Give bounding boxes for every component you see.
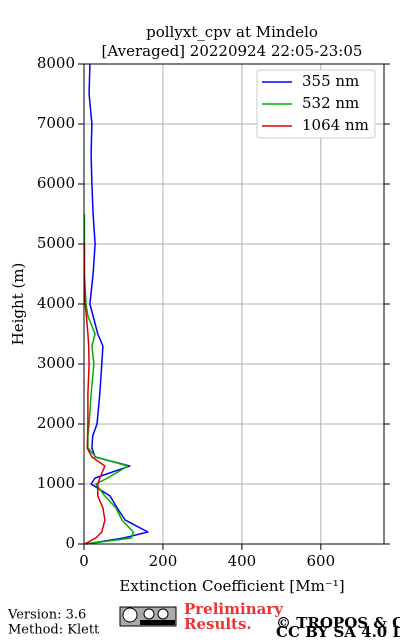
x-tick-label: 0 (79, 552, 89, 570)
plot-frame (83, 63, 385, 545)
profile-line (85, 63, 149, 545)
legend-box (256, 69, 376, 139)
y-tick-label: 4000 (37, 294, 75, 312)
y-axis-label: Height (m) (9, 263, 27, 346)
legend-label: 355 nm (302, 72, 359, 90)
x-tick-label: 400 (228, 552, 257, 570)
method: Method: Klett (8, 623, 100, 638)
cc-logo (119, 606, 177, 627)
x-tick-label: 200 (149, 552, 178, 570)
legend-label: 1064 nm (302, 116, 369, 134)
chart-title: pollyxt_cpv at Mindelo (146, 23, 318, 41)
y-tick-label: 3000 (37, 354, 75, 372)
y-tick-label: 6000 (37, 174, 75, 192)
x-tick-label: 600 (307, 552, 336, 570)
license: CC BY SA 4.0 License. (276, 623, 400, 640)
legend-label: 532 nm (302, 94, 359, 112)
x-axis-label: Extinction Coefficient [Mm⁻¹] (119, 577, 344, 595)
y-tick-label: 2000 (37, 414, 75, 432)
chart-subtitle: [Averaged] 20220924 22:05-23:05 (102, 42, 363, 60)
y-tick-label: 8000 (37, 54, 75, 72)
version: Version: 3.6 (7, 608, 86, 623)
copyright: © TROPOS & OSCM 2023. (276, 614, 400, 632)
y-tick-label: 1000 (37, 474, 75, 492)
y-tick-label: 7000 (37, 114, 75, 132)
profile-line (83, 244, 106, 545)
preliminary-note: Preliminary Results. (184, 600, 284, 633)
y-tick-label: 0 (65, 534, 75, 552)
y-tick-label: 5000 (37, 234, 75, 252)
